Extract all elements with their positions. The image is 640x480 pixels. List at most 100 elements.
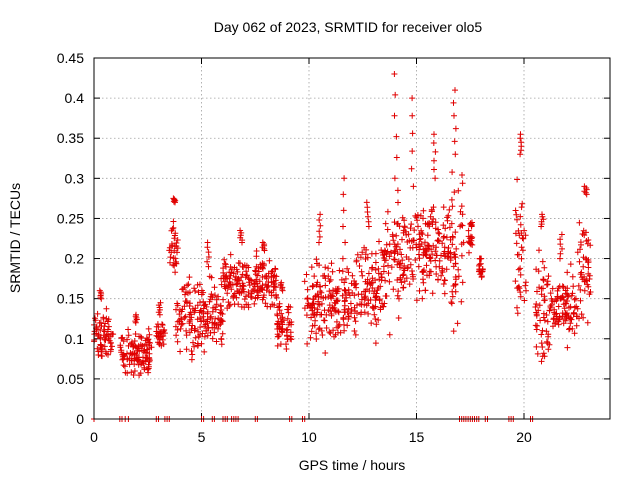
data-point	[331, 299, 338, 306]
data-point	[140, 354, 146, 361]
data-point	[564, 285, 571, 292]
data-point	[326, 329, 333, 335]
data-point	[447, 257, 454, 264]
data-point	[536, 247, 542, 254]
data-point	[520, 235, 527, 242]
data-point	[182, 298, 189, 305]
data-point	[237, 260, 243, 267]
data-point	[172, 323, 179, 330]
data-point	[399, 236, 405, 243]
data-point	[436, 263, 443, 270]
data-point	[450, 99, 457, 106]
data-point	[204, 239, 211, 246]
data-point	[546, 341, 553, 348]
data-point	[171, 196, 178, 203]
data-point	[268, 279, 275, 286]
data-point	[330, 287, 336, 294]
data-point	[128, 351, 135, 358]
data-point	[557, 250, 564, 257]
data-point	[143, 341, 150, 348]
data-point	[576, 258, 583, 265]
data-point	[441, 233, 448, 240]
data-point	[582, 278, 589, 284]
data-point	[176, 318, 183, 325]
data-point	[369, 279, 376, 286]
data-point	[251, 300, 258, 307]
data-point	[345, 313, 352, 320]
data-point	[568, 316, 575, 323]
data-point	[333, 290, 340, 297]
data-point	[548, 301, 555, 308]
data-point	[209, 335, 216, 342]
data-point	[349, 272, 356, 279]
data-point	[345, 289, 352, 296]
data-point	[237, 227, 244, 234]
data-point	[429, 218, 436, 225]
data-point	[178, 315, 184, 322]
chart-title: Day 062 of 2023, SRMTID for receiver olo…	[214, 19, 483, 35]
data-point	[449, 169, 456, 176]
data-point	[121, 363, 128, 370]
data-point	[301, 278, 308, 285]
data-point	[539, 353, 546, 360]
data-point	[540, 350, 547, 357]
data-point	[146, 357, 153, 364]
data-point	[522, 232, 529, 239]
data-point	[144, 346, 151, 353]
data-point	[440, 222, 447, 229]
data-point	[155, 333, 162, 340]
data-point	[341, 321, 347, 328]
data-point	[439, 240, 446, 247]
data-point	[192, 307, 199, 314]
data-point	[514, 310, 521, 317]
data-point	[430, 216, 437, 222]
data-point	[533, 343, 540, 350]
data-point	[199, 330, 206, 337]
data-point	[546, 307, 553, 314]
data-point	[173, 243, 180, 250]
data-point	[136, 372, 143, 379]
data-point	[312, 293, 319, 300]
data-point	[239, 286, 246, 293]
data-point	[584, 319, 591, 326]
data-point	[316, 262, 323, 269]
data-point	[245, 289, 252, 296]
data-point	[277, 341, 284, 348]
data-point	[98, 323, 105, 329]
data-point	[443, 234, 450, 241]
data-point	[330, 327, 337, 334]
data-point	[139, 360, 146, 366]
data-point	[351, 328, 358, 334]
data-point	[571, 296, 578, 303]
data-point	[167, 254, 174, 261]
data-point	[213, 321, 220, 328]
data-point	[186, 274, 193, 281]
data-point	[195, 328, 202, 335]
data-point	[352, 281, 359, 288]
data-point	[376, 296, 383, 303]
data-point	[263, 287, 270, 294]
data-point	[157, 299, 164, 306]
data-point	[278, 279, 285, 286]
data-point	[143, 335, 150, 342]
data-point	[274, 311, 281, 318]
data-point	[94, 310, 101, 317]
data-point	[124, 336, 131, 343]
data-point	[310, 283, 317, 289]
data-point	[395, 258, 402, 265]
data-point	[394, 187, 401, 194]
data-point	[578, 241, 584, 248]
data-point	[248, 294, 255, 301]
data-point	[274, 333, 281, 340]
data-point	[357, 254, 364, 261]
x-tick-label: 10	[301, 429, 317, 445]
data-point	[407, 225, 414, 232]
data-point	[585, 283, 592, 290]
data-point	[535, 307, 542, 314]
data-point	[381, 257, 388, 264]
data-point	[408, 165, 415, 172]
data-point	[141, 366, 148, 373]
data-point	[339, 255, 346, 262]
data-point	[555, 318, 562, 325]
data-point	[512, 207, 519, 214]
